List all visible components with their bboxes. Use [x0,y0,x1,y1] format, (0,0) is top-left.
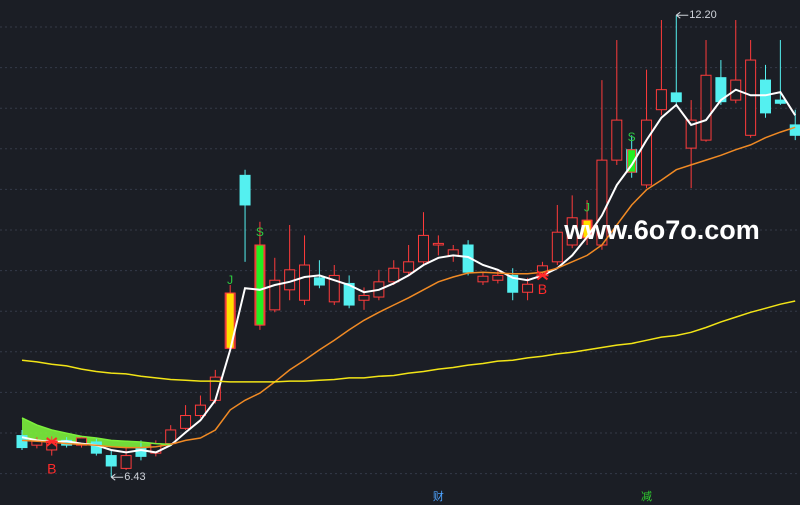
signal-bar [627,149,637,173]
candle-body [343,282,355,306]
candle-body [670,92,682,103]
plot: J S J S B B 12.20 6.43 财 减 [16,9,800,503]
candle-body [16,435,28,449]
buy-label: B [47,460,56,476]
candle-body [789,124,800,136]
candle-body [774,99,786,104]
candle-body [566,217,578,246]
candle-body [90,441,102,454]
candle-body [358,294,370,301]
candle-body [417,234,429,263]
candle-body [641,119,653,186]
candle-body [75,437,87,446]
candle-body [522,283,534,293]
candle-body [165,429,177,445]
annotation-label: 12.20 [689,9,717,21]
candle-body [403,261,415,273]
candle-body [120,455,132,469]
ma-line [21,88,797,454]
candle-body [180,415,192,429]
event-label: 财 [433,489,444,503]
signal-label: S [256,225,264,239]
candle-body [700,74,712,141]
candle-body [611,119,623,161]
candle-body [269,279,281,311]
candle-body [477,275,489,283]
signal-bar [255,244,265,326]
buy-label: B [538,281,547,297]
candle-body [492,274,504,281]
candle-body [105,455,117,467]
annotation-arrow [110,473,124,481]
candle-body [745,59,757,136]
signal-label: J [584,200,590,214]
candle-body [299,264,311,301]
band-fill [22,417,171,448]
ma-line [21,126,796,449]
candle-body [507,274,519,293]
watermark: www.6o7o.com [563,215,760,245]
annotation-label: 6.43 [124,471,145,483]
candle-body [194,404,206,417]
buy-cross [45,437,58,447]
candle-body [432,242,444,246]
signal-label: J [227,273,233,287]
candle-body [135,447,147,457]
grid [0,26,800,475]
ma-line [21,300,796,383]
candle-body [313,277,325,286]
signal-label: S [628,130,636,144]
candle-body [388,267,400,283]
buy-cross [536,270,549,281]
candle-body [760,79,771,114]
candle-body [239,174,251,206]
candle-body [655,89,667,111]
event-label: 减 [641,490,652,503]
annotation-arrow [675,11,689,19]
candle-body [328,274,340,303]
candle-body [685,119,697,149]
candle-body [551,231,563,263]
ma-line [21,417,171,446]
